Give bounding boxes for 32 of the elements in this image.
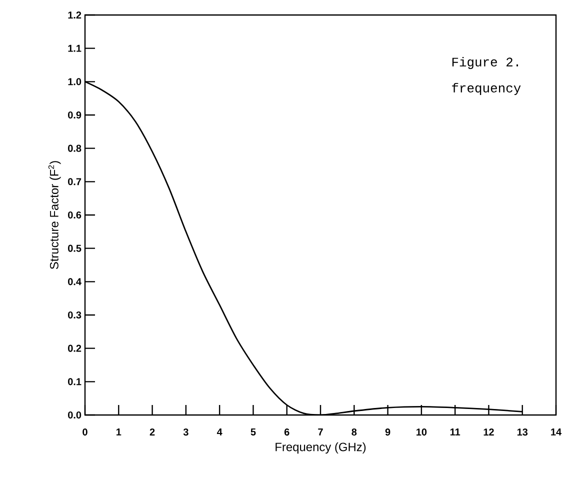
x-tick-label: 3 bbox=[183, 428, 188, 436]
x-tick-label: 8 bbox=[352, 428, 357, 436]
y-tick-label: 0.3 bbox=[68, 311, 82, 319]
annotation: Figure 2. bbox=[452, 56, 518, 70]
x-tick-label: 10 bbox=[416, 428, 427, 436]
x-tick-label: 13 bbox=[517, 428, 528, 436]
y-tick-label: 0.2 bbox=[68, 344, 82, 352]
x-tick-label: 5 bbox=[250, 428, 256, 436]
x-tick-label: 9 bbox=[385, 428, 390, 436]
x-tick-label: 0 bbox=[82, 428, 88, 436]
x-tick-label: 11 bbox=[450, 428, 460, 436]
y-tick-label: 0.0 bbox=[68, 411, 82, 419]
y-tick-label: 1.0 bbox=[68, 78, 82, 86]
y-tick-label: 0.7 bbox=[68, 178, 82, 186]
y-tick-label: 0.9 bbox=[68, 111, 82, 119]
x-tick-label: 12 bbox=[484, 428, 494, 436]
x-axis-title: Frequency (GHz) bbox=[276, 442, 366, 454]
x-tick-label: 6 bbox=[284, 428, 290, 436]
y-tick-label: 1.2 bbox=[68, 12, 82, 18]
x-tick-label: 4 bbox=[216, 428, 222, 436]
y-tick-label: 0.8 bbox=[68, 144, 82, 152]
y-tick-label: 0.5 bbox=[68, 244, 82, 252]
y-tick-label: 0.4 bbox=[68, 278, 82, 286]
annotation: frequency bbox=[452, 82, 521, 96]
x-tick-label: 14 bbox=[551, 428, 562, 436]
y-tick-label: 1.1 bbox=[68, 44, 82, 52]
y-tick-label: 0.6 bbox=[68, 211, 82, 219]
x-tick-label: 1 bbox=[116, 428, 122, 436]
x-tick-label: 7 bbox=[318, 428, 323, 436]
y-tick-label: 0.1 bbox=[68, 378, 82, 386]
y-axis-title: Structure Factor (F$^{2}$) bbox=[48, 161, 61, 270]
x-tick-label: 2 bbox=[150, 428, 155, 436]
